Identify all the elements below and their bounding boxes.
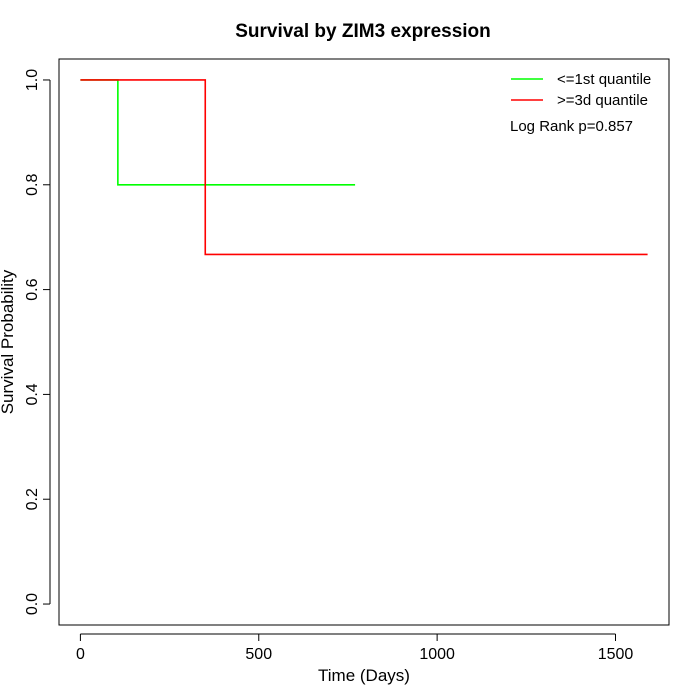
chart-title: Survival by ZIM3 expression [235,21,491,42]
x-tick-label: 1500 [598,646,634,663]
survival-curve-1 [80,79,356,186]
y-tick-label: 0.0 [24,593,41,615]
legend: <=1st quantile >=3d quantile [511,71,651,109]
x-tick-label: 500 [245,646,272,663]
x-tick-label: 0 [76,646,85,663]
plot-frame [58,58,670,626]
legend-label-2: >=3d quantile [557,92,648,109]
legend-label-1: <=1st quantile [557,71,651,88]
y-tick-label: 1.0 [24,69,41,91]
y-axis: 0.0 0.2 0.4 0.6 0.8 1.0 [24,69,51,615]
y-tick-label: 0.4 [24,383,41,405]
y-tick-label: 0.8 [24,174,41,196]
x-axis-label: Time (Days) [318,666,410,685]
survival-curves [80,79,648,256]
y-axis-label: Survival Probability [0,269,17,414]
survival-curve-2 [80,79,648,256]
log-rank-annotation: Log Rank p=0.857 [510,118,633,135]
y-tick-label: 0.2 [24,488,41,510]
x-axis: 0 500 1000 1500 [76,633,634,663]
x-tick-label: 1000 [419,646,455,663]
y-tick-label: 0.6 [24,278,41,300]
